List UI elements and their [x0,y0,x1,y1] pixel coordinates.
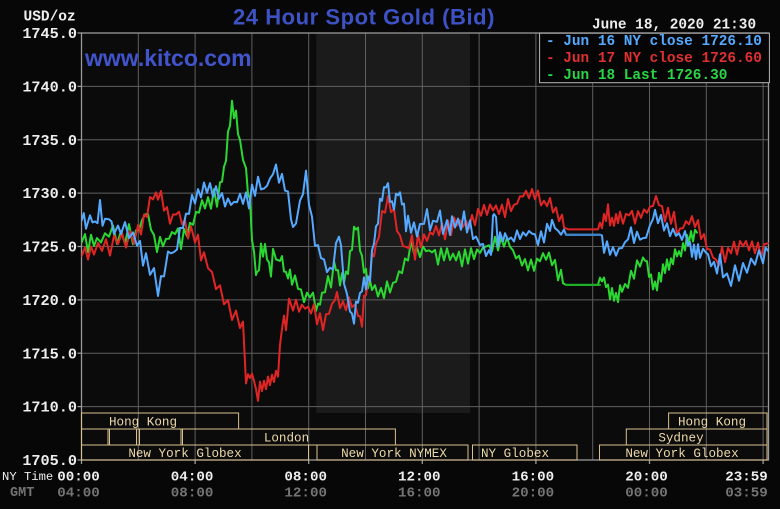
svg-text:New York Globex: New York Globex [625,447,738,461]
svg-text:GMT: GMT [10,486,34,501]
svg-text:USD/oz: USD/oz [24,10,76,26]
svg-text:08:00: 08:00 [284,470,327,486]
svg-text:NY Globex: NY Globex [481,447,549,461]
svg-text:June 18, 2020 21:30: June 18, 2020 21:30 [592,18,756,34]
svg-text:New York NYMEX: New York NYMEX [341,447,447,461]
svg-text:New York Globex: New York Globex [128,447,241,461]
svg-text:1735.0: 1735.0 [22,132,77,150]
svg-text:- Jun 18 Last 1726.30: - Jun 18 Last 1726.30 [546,68,727,84]
svg-text:1720.0: 1720.0 [22,292,77,310]
svg-text:08:00: 08:00 [171,486,214,502]
svg-text:24 Hour Spot Gold (Bid): 24 Hour Spot Gold (Bid) [233,5,495,30]
svg-text:- Jun 17 NY close 1726.60: - Jun 17 NY close 1726.60 [546,51,762,67]
svg-text:Hong Kong: Hong Kong [678,416,746,430]
svg-text:04:00: 04:00 [57,486,100,502]
svg-text:23:59: 23:59 [725,470,768,486]
svg-text:03:59: 03:59 [725,486,768,502]
svg-text:1710.0: 1710.0 [22,399,77,417]
svg-text:12:00: 12:00 [398,470,441,486]
svg-text:www.kitco.com: www.kitco.com [84,45,252,71]
svg-text:00:00: 00:00 [57,470,100,486]
svg-text:NY Time: NY Time [2,470,53,484]
svg-text:1730.0: 1730.0 [22,185,77,203]
svg-text:00:00: 00:00 [625,486,668,502]
svg-text:1745.0: 1745.0 [22,25,77,43]
svg-text:16:00: 16:00 [512,470,555,486]
svg-text:16:00: 16:00 [398,486,441,502]
svg-text:04:00: 04:00 [171,470,214,486]
svg-text:1705.0: 1705.0 [22,452,77,470]
svg-text:Hong Kong: Hong Kong [109,416,177,430]
svg-text:12:00: 12:00 [284,486,327,502]
svg-text:London: London [264,432,309,446]
svg-text:20:00: 20:00 [625,470,668,486]
svg-text:1740.0: 1740.0 [22,78,77,96]
svg-text:20:00: 20:00 [512,486,555,502]
svg-text:1725.0: 1725.0 [22,239,77,257]
svg-text:Sydney: Sydney [658,432,704,446]
svg-text:1715.0: 1715.0 [22,345,77,363]
svg-text:- Jun 16 NY close 1726.10: - Jun 16 NY close 1726.10 [546,34,762,50]
